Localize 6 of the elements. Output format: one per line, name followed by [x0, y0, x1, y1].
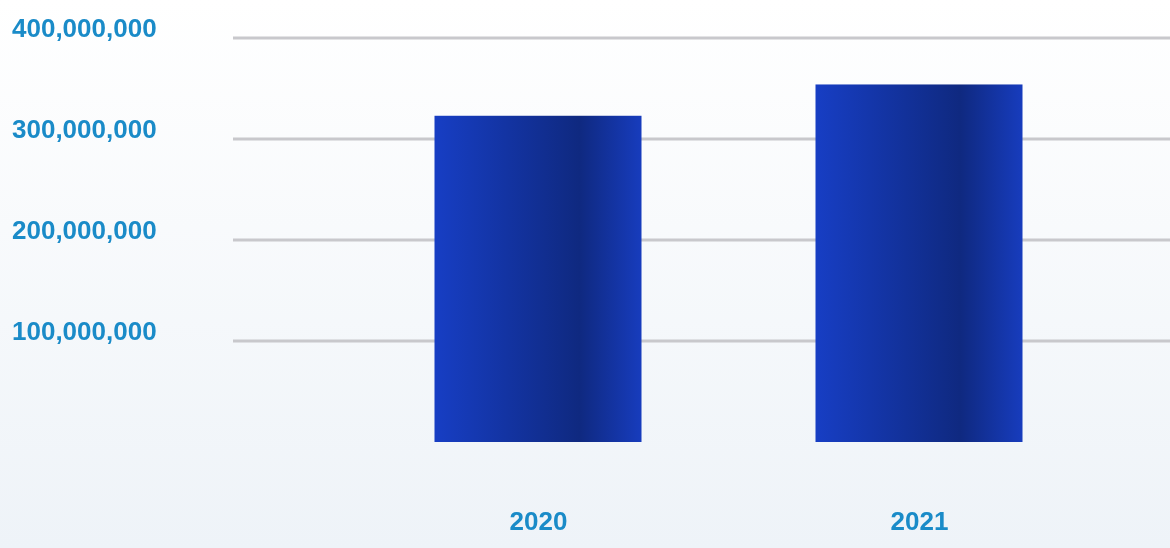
- y-tick-label: 300,000,000: [12, 114, 157, 145]
- x-tick-label: 2021: [890, 505, 949, 536]
- y-tick-label: 100,000,000: [12, 316, 157, 347]
- y-tick-label: 400,000,000: [12, 13, 157, 44]
- y-tick-label: 200,000,000: [12, 215, 157, 246]
- x-tick-label: 2020: [509, 505, 568, 536]
